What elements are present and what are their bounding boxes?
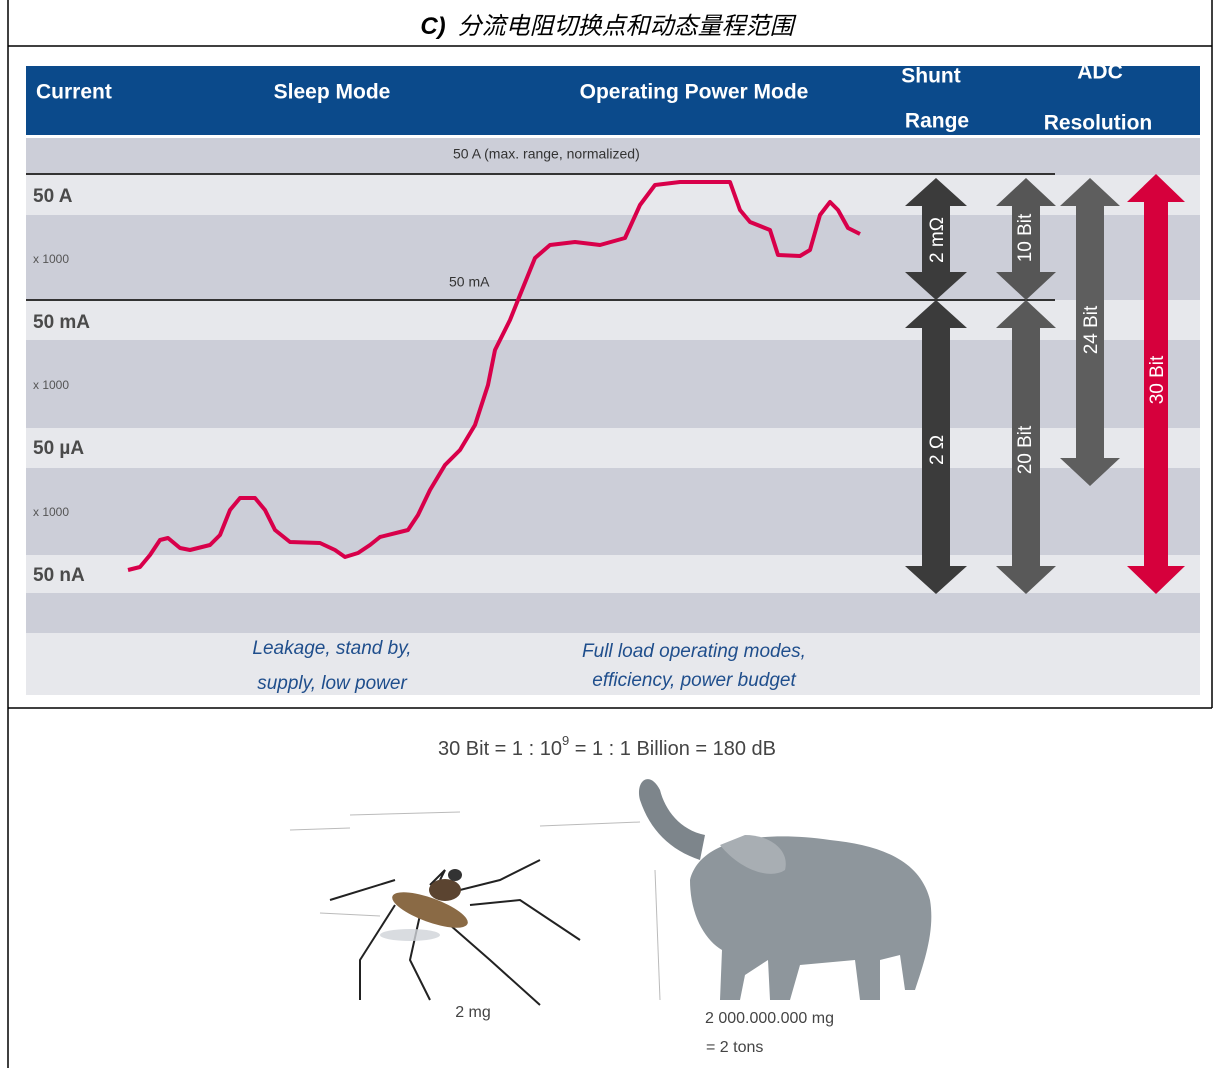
range-arrow (905, 300, 967, 594)
mosquito-weight: 2 mg (455, 1004, 491, 1021)
arrows: 2 mΩ 2 Ω 10 Bit 20 Bit 24 Bit 30 Bit (905, 174, 1185, 594)
header-shunt: Shunt (901, 65, 960, 88)
row-band (26, 593, 1200, 633)
header-adc: Resolution (1044, 112, 1153, 135)
mosquito (329, 859, 581, 1006)
footer-text: efficiency, power budget (592, 670, 796, 691)
row-label: 50 mA (33, 312, 90, 333)
row-band (26, 175, 1200, 215)
header-band (26, 66, 1200, 135)
row-label: x 1000 (33, 252, 69, 266)
range-arrow (1127, 174, 1185, 594)
row-bands (26, 138, 1200, 695)
row-band (26, 215, 1200, 300)
row-band (26, 138, 1200, 175)
elephant (639, 779, 932, 1000)
row-label: 50 nA (33, 565, 85, 586)
header-sleep: Sleep Mode (274, 81, 391, 104)
row-label: 50 µA (33, 438, 84, 459)
sketch-lines (289, 811, 661, 1001)
arrow-label: 10 Bit (1015, 213, 1036, 262)
formula: 30 Bit = 1 : 109 = 1 : 1 Billion = 180 d… (438, 733, 776, 760)
row-band (26, 428, 1200, 468)
arrow-label: 20 Bit (1015, 425, 1036, 474)
row-band (26, 340, 1200, 428)
annotation: 50 A (max. range, normalized) (453, 146, 640, 162)
elephant-tons: = 2 tons (706, 1039, 763, 1056)
footer-text: Full load operating modes, (582, 641, 806, 662)
arrow-label: 30 Bit (1147, 355, 1168, 404)
row-band (26, 468, 1200, 555)
footer-text: Leakage, stand by, (252, 638, 411, 659)
row-label: x 1000 (33, 378, 69, 392)
range-arrow (905, 178, 967, 300)
formula-right: = 1 : 1 Billion = 180 dB (569, 738, 776, 760)
current-curve (127, 180, 861, 572)
title: C) 分流电阻切换点和动态量程范围 (420, 13, 796, 40)
row-label: x 1000 (33, 505, 69, 519)
row-band (26, 300, 1200, 340)
annotation: 50 mA (449, 274, 490, 290)
arrow-label: 24 Bit (1081, 305, 1102, 354)
formula-exp: 9 (562, 733, 569, 748)
elephant-weight: 2 000.000.000 mg (705, 1010, 834, 1027)
arrow-label: 2 Ω (927, 435, 948, 465)
header-shunt: Range (905, 110, 969, 133)
header-current: Current (36, 81, 112, 104)
row-label: 50 A (33, 186, 73, 207)
range-arrow (996, 178, 1056, 300)
arrow-label: 2 mΩ (927, 217, 948, 263)
row-band (26, 633, 1200, 695)
row-band (26, 555, 1200, 593)
range-arrow (996, 300, 1056, 594)
range-arrow (1060, 178, 1120, 486)
footer-text: supply, low power (257, 673, 407, 694)
header-adc: ADC (1077, 61, 1123, 84)
title-label: C) (420, 13, 445, 40)
header-operating: Operating Power Mode (580, 81, 809, 104)
title-text: 分流电阻切换点和动态量程范围 (458, 13, 797, 40)
formula-left: 30 Bit = 1 : 10 (438, 738, 562, 760)
